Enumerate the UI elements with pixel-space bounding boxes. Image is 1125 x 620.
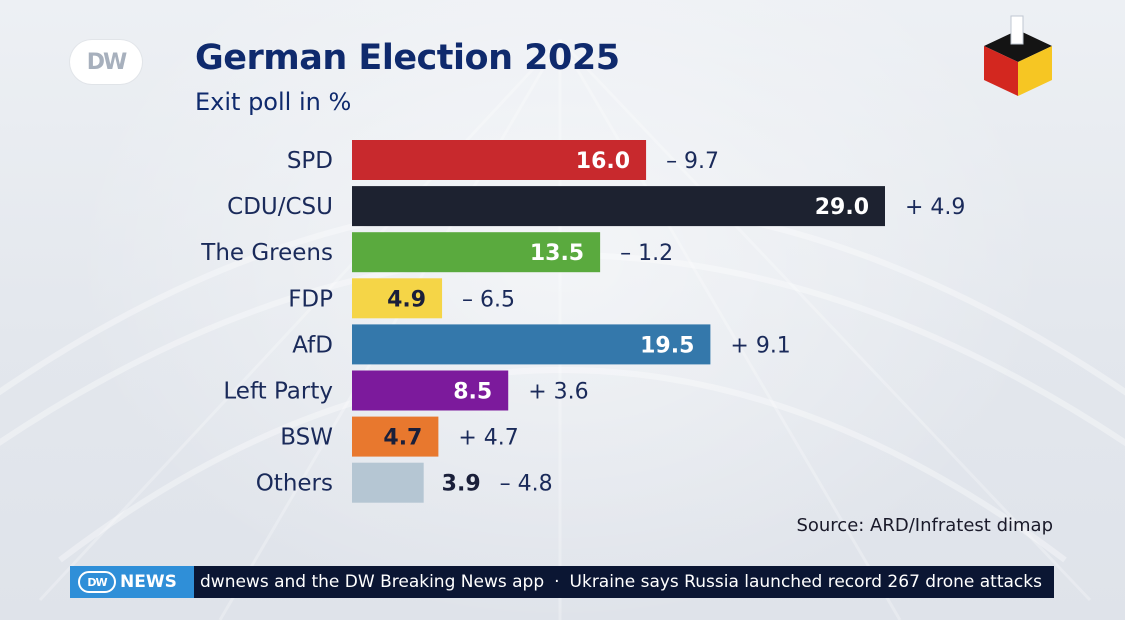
category-label: The Greens (200, 240, 333, 266)
ticker-brand[interactable]: DW NEWS (70, 566, 194, 598)
dw-logo: DW (70, 40, 142, 84)
value-label: 4.9 (387, 287, 426, 312)
category-label: Others (256, 471, 333, 497)
value-label: 19.5 (640, 333, 694, 358)
news-ticker: DW NEWS dwnews and the DW Breaking News … (70, 566, 1054, 598)
ticker-text: dwnews and the DW Breaking News app · Ukra… (194, 572, 1042, 592)
change-label: + 9.1 (730, 333, 790, 358)
chart-title: German Election 2025 (195, 38, 620, 78)
value-label: 8.5 (453, 380, 492, 405)
value-label: 3.9 (442, 472, 481, 497)
bar (352, 416, 439, 457)
ticker-item: dwnews and the DW Breaking News app (200, 572, 545, 592)
category-label: AfD (292, 332, 333, 358)
bar (352, 462, 424, 503)
bar (352, 232, 601, 273)
category-label: FDP (288, 286, 333, 312)
category-label: CDU/CSU (227, 194, 333, 220)
bar (352, 278, 443, 319)
ticker-item: Ukraine says Russia launched record 267 … (569, 572, 1042, 592)
category-label: Left Party (223, 379, 333, 405)
ticker-dw-logo: DW (78, 571, 116, 593)
change-label: – 6.5 (462, 287, 515, 312)
value-label: 4.7 (383, 426, 422, 451)
change-label: + 4.7 (458, 426, 518, 451)
ticker-separator: · (554, 572, 560, 592)
bar (352, 186, 885, 227)
change-label: + 4.9 (905, 195, 965, 220)
ballot-box-icon (984, 15, 1052, 96)
category-label: BSW (280, 425, 333, 451)
value-label: 16.0 (576, 149, 630, 174)
ticker-brand-label: NEWS (120, 572, 177, 592)
source-note: Source: ARD/Infratest dimap (796, 515, 1053, 536)
change-label: – 4.8 (500, 472, 553, 497)
change-label: – 9.7 (666, 149, 719, 174)
value-label: 29.0 (815, 195, 869, 220)
category-label: SPD (287, 148, 333, 174)
bar (352, 324, 711, 365)
bar (352, 370, 509, 411)
chart-subtitle: Exit poll in % (195, 88, 352, 116)
dw-logo-text: DW (86, 49, 128, 75)
change-label: + 3.6 (528, 380, 588, 405)
change-label: – 1.2 (620, 241, 673, 266)
value-label: 13.5 (530, 241, 584, 266)
bar (352, 140, 647, 180)
